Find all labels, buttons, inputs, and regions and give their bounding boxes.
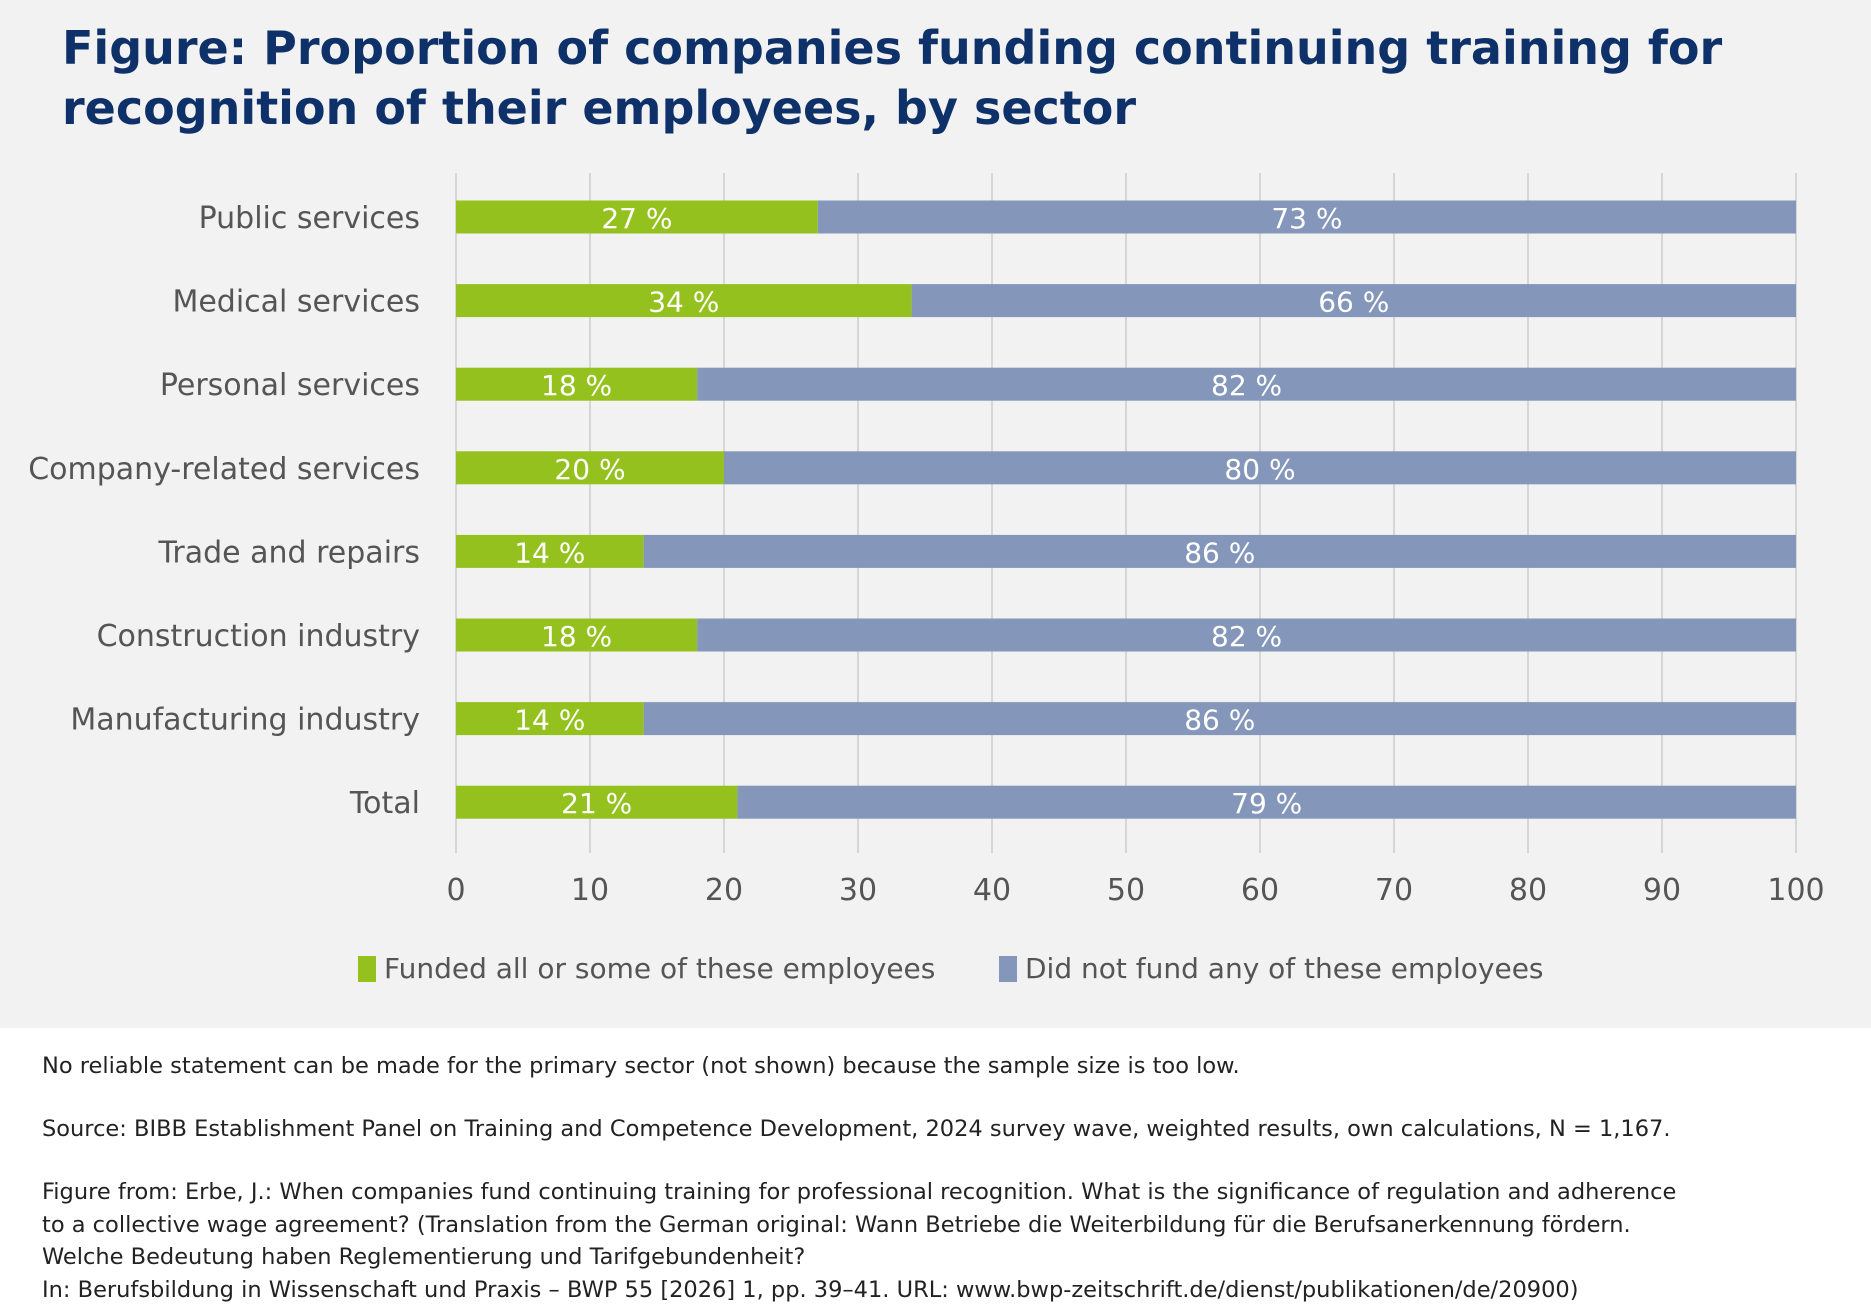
bar-funded (456, 702, 644, 736)
bar-value-label: 82 % (1211, 369, 1282, 402)
x-tick-label: 100 (1767, 873, 1824, 908)
legend-label-not-funded: Did not fund any of these employees (1025, 952, 1544, 985)
x-tick-label: 20 (705, 873, 743, 908)
x-tick-label: 50 (1107, 873, 1145, 908)
category-label: Total (349, 786, 420, 821)
citation-line: Figure from: Erbe, J.: When companies fu… (42, 1179, 1677, 1205)
bar-value-label: 21 % (561, 787, 632, 820)
legend-item-not-funded: Did not fund any of these employees (999, 952, 1544, 985)
category-label: Company-related services (28, 452, 420, 487)
bar-value-label: 73 % (1271, 202, 1342, 235)
note-citation: Figure from: Erbe, J.: When companies fu… (42, 1176, 1842, 1306)
x-tick-label: 70 (1375, 873, 1413, 908)
legend-label-funded: Funded all or some of these employees (384, 952, 936, 985)
x-tick-label: 0 (446, 873, 465, 908)
bar-not-funded (643, 534, 1796, 568)
bar-value-label: 34 % (648, 286, 719, 319)
bar-funded (456, 451, 724, 485)
bar-not-funded (911, 284, 1796, 318)
category-label: Construction industry (97, 619, 420, 654)
note-source: Source: BIBB Establishment Panel on Trai… (42, 1116, 1671, 1142)
category-label: Medical services (172, 285, 420, 320)
note-sample-size: No reliable statement can be made for th… (42, 1053, 1240, 1079)
x-tick-label: 40 (973, 873, 1011, 908)
bar-funded (456, 200, 818, 234)
bar-funded (456, 618, 698, 652)
category-label: Personal services (160, 368, 420, 403)
legend-swatch-funded (358, 955, 376, 982)
citation-line: Welche Bedeutung haben Reglementierung u… (42, 1244, 806, 1270)
category-label: Manufacturing industry (70, 703, 420, 738)
bar-funded (456, 284, 912, 318)
bar-funded (456, 367, 698, 401)
bar-not-funded (643, 702, 1796, 736)
citation-line: In: Berufsbildung in Wissenschaft und Pr… (42, 1276, 1579, 1303)
bar-not-funded (724, 451, 1796, 485)
citation-line: to a collective wage agreement? (Transla… (42, 1211, 1631, 1238)
x-tick-label: 10 (571, 873, 609, 908)
bar-value-label: 86 % (1184, 704, 1255, 737)
legend-item-funded: Funded all or some of these employees (358, 952, 935, 985)
bar-not-funded (737, 785, 1796, 819)
footnotes: No reliable statement can be made for th… (42, 1050, 1842, 1306)
bar-value-label: 86 % (1184, 536, 1255, 569)
bar-chart: 0 10 20 30 40 50 60 70 80 90 100 Public services 27 … (28, 173, 1825, 908)
bar-value-label: 18 % (541, 369, 612, 402)
bar-value-label: 14 % (514, 704, 585, 737)
bar-value-label: 14 % (514, 536, 585, 569)
bar-not-funded (817, 200, 1796, 234)
bar-not-funded (697, 367, 1797, 401)
bar-value-label: 27 % (601, 202, 672, 235)
chart-title: Figure: Proportion of companies funding … (62, 21, 1723, 135)
legend: Funded all or some of these employees Di… (0, 952, 1871, 992)
chart-panel (0, 0, 1871, 1028)
bar-not-funded (697, 618, 1797, 652)
bar-value-label: 82 % (1211, 620, 1282, 653)
x-tick-label: 30 (839, 873, 877, 908)
bar-value-label: 18 % (541, 620, 612, 653)
x-tick-label: 60 (1241, 873, 1279, 908)
x-tick-label: 90 (1643, 873, 1681, 908)
x-tick-label: 80 (1509, 873, 1547, 908)
bar-value-label: 79 % (1231, 787, 1302, 820)
category-label: Public services (199, 201, 420, 236)
bar-funded (456, 534, 644, 568)
bar-funded (456, 785, 738, 819)
legend-swatch-not-funded (999, 955, 1017, 982)
bar-value-label: 20 % (554, 453, 625, 486)
category-label: Trade and repairs (157, 535, 420, 570)
bar-value-label: 66 % (1318, 286, 1389, 319)
bar-value-label: 80 % (1224, 453, 1295, 486)
